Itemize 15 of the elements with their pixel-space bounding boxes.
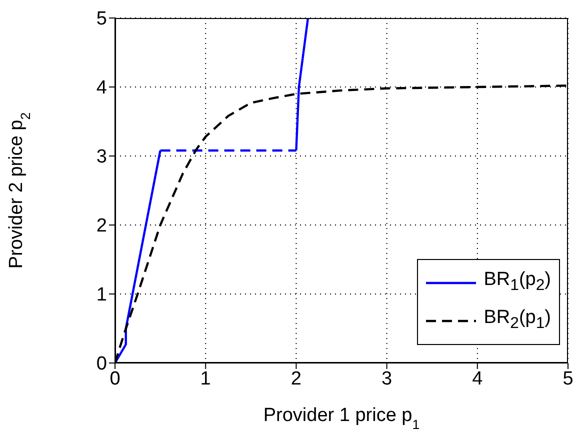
x-tick-label: 0: [110, 368, 120, 390]
x-tick-label: 1: [200, 368, 211, 390]
x-tick-label: 4: [472, 368, 484, 390]
legend-label: BR$_{1}$(p$_{2}$): [484, 268, 551, 296]
x-axis-title: Provider 1 price p$_{1}$: [263, 405, 420, 432]
x-tick-label: 2: [290, 368, 302, 390]
y-tick-label: 4: [96, 78, 108, 99]
y-tick-label: 5: [96, 8, 107, 30]
y-tick-label: 0: [96, 354, 107, 375]
y-tick-label: 1: [96, 284, 107, 306]
x-tick-label: 5: [562, 368, 574, 390]
y-tick-label: 2: [96, 216, 107, 237]
y-tick-label: 3: [96, 146, 107, 168]
x-tick-label: 3: [382, 368, 392, 390]
legend-label: BR$_{2}$(p$_{1}$): [484, 306, 551, 334]
